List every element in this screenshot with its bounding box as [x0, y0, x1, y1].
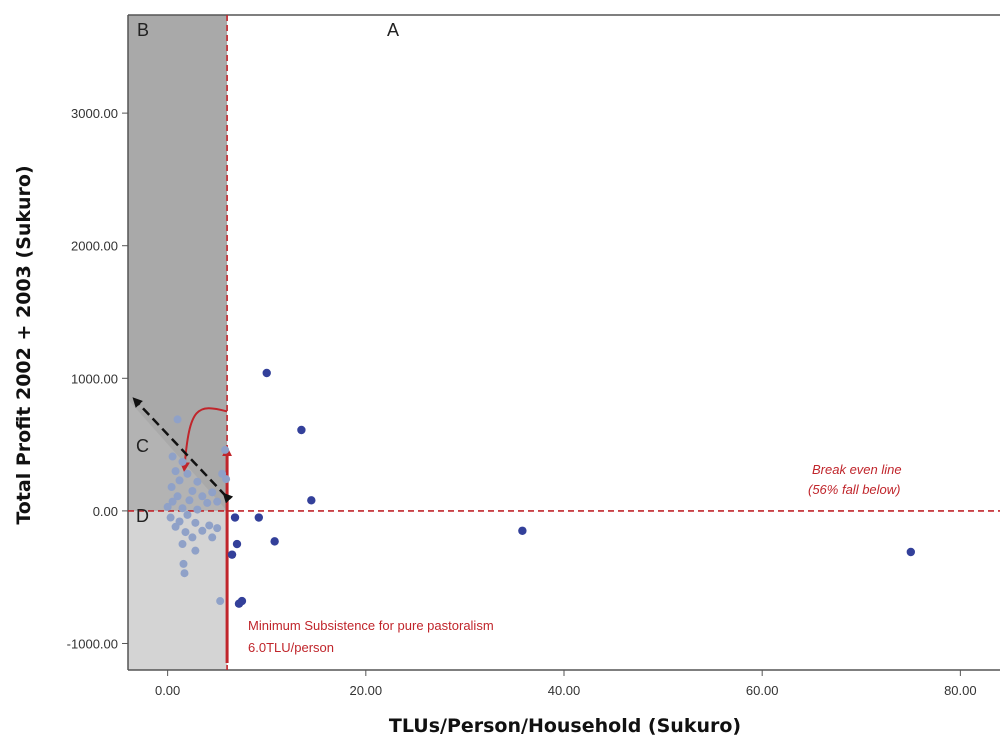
- data-point-shaded-27: [171, 522, 180, 531]
- data-point-shaded-16: [163, 502, 172, 511]
- data-point-shaded-26: [198, 526, 207, 535]
- data-point-shaded-10: [173, 492, 182, 501]
- data-point-shaded-23: [205, 521, 214, 530]
- data-point-0: [262, 368, 271, 378]
- black-dashed-boundary-arrow: [132, 397, 234, 504]
- data-point-shaded-2: [178, 457, 187, 466]
- data-point-shaded-11: [198, 492, 207, 501]
- data-point-shaded-29: [178, 540, 187, 549]
- data-point-shaded-6: [193, 477, 202, 486]
- x-tick-label-2: 40.00: [548, 683, 581, 698]
- data-point-shaded-20: [166, 513, 175, 522]
- data-point-shaded-19: [183, 510, 192, 519]
- break-even-annotation-line1: Break even line: [812, 462, 902, 477]
- data-point-shaded-13: [185, 496, 194, 505]
- data-point-3: [230, 513, 240, 522]
- data-point-shaded-35: [221, 445, 230, 454]
- data-points: [163, 368, 916, 608]
- data-point-4: [254, 513, 263, 522]
- break-even-annotation-line2: (56% fall below): [808, 482, 901, 497]
- data-point-shaded-3: [171, 467, 180, 476]
- region-label-d: D: [136, 506, 149, 526]
- data-point-7: [227, 550, 237, 559]
- data-point-shaded-7: [167, 483, 176, 492]
- data-point-shaded-12: [168, 497, 177, 506]
- data-point-shaded-14: [203, 498, 212, 507]
- plot-frame: [127, 14, 1000, 671]
- data-point-9: [234, 599, 244, 608]
- x-tick-label-0: 0.00: [155, 683, 180, 698]
- data-point-1: [297, 425, 306, 435]
- regions-layer: [128, 15, 228, 670]
- data-point-shaded-15: [213, 497, 222, 506]
- data-point-shaded-1: [168, 452, 177, 461]
- x-axis-title: TLUs/Person/Household (Sukuro): [389, 715, 741, 737]
- y-axis-title: Total Profit 2002 + 2003 (Sukuro): [13, 165, 35, 524]
- data-point-shaded-17: [178, 504, 187, 513]
- data-point-shaded-25: [181, 528, 190, 537]
- y-tick-label-1: 0.00: [93, 504, 118, 519]
- data-point-5: [270, 537, 279, 546]
- x-tick-label-3: 60.00: [746, 683, 779, 698]
- y-tick-label-3: 2000.00: [71, 239, 118, 254]
- data-point-shaded-9: [208, 488, 217, 497]
- data-point-shaded-37: [222, 475, 231, 484]
- y-tick-label-0: -1000.00: [67, 636, 118, 651]
- data-point-10: [518, 526, 527, 535]
- x-tick-label-1: 20.00: [350, 683, 383, 698]
- data-point-2: [307, 496, 316, 505]
- data-point-shaded-31: [208, 533, 217, 542]
- data-point-shaded-22: [191, 518, 200, 527]
- data-point-6: [232, 539, 242, 549]
- data-point-shaded-4: [183, 469, 192, 478]
- y-tick-label-2: 1000.00: [71, 371, 118, 386]
- reference-lines: [128, 15, 1000, 670]
- subsistence-annotation-line2: 6.0TLU/person: [248, 640, 334, 655]
- data-point-shaded-0: [173, 415, 182, 424]
- data-point-shaded-5: [175, 476, 184, 485]
- region-label-b: B: [137, 20, 149, 40]
- region-label-c: C: [136, 436, 149, 456]
- data-point-shaded-32: [179, 559, 188, 568]
- region-label-a: A: [387, 20, 399, 40]
- axis-ticks: 0.00 20.00 40.00 60.00 80.00 -1000.00 0.00 1000…: [67, 106, 977, 698]
- data-point-shaded-34: [216, 597, 225, 606]
- data-point-shaded-8: [188, 487, 197, 496]
- data-point-shaded-33: [180, 569, 189, 578]
- data-point-shaded-24: [213, 524, 222, 533]
- x-tick-label-4: 80.00: [944, 683, 977, 698]
- data-point-shaded-18: [193, 505, 202, 514]
- subsistence-annotation-line1: Minimum Subsistence for pure pastoralism: [248, 618, 494, 633]
- data-point-11: [906, 547, 916, 557]
- data-point-shaded-28: [188, 533, 197, 542]
- data-point-shaded-30: [191, 546, 200, 555]
- y-tick-label-4: 3000.00: [71, 106, 118, 121]
